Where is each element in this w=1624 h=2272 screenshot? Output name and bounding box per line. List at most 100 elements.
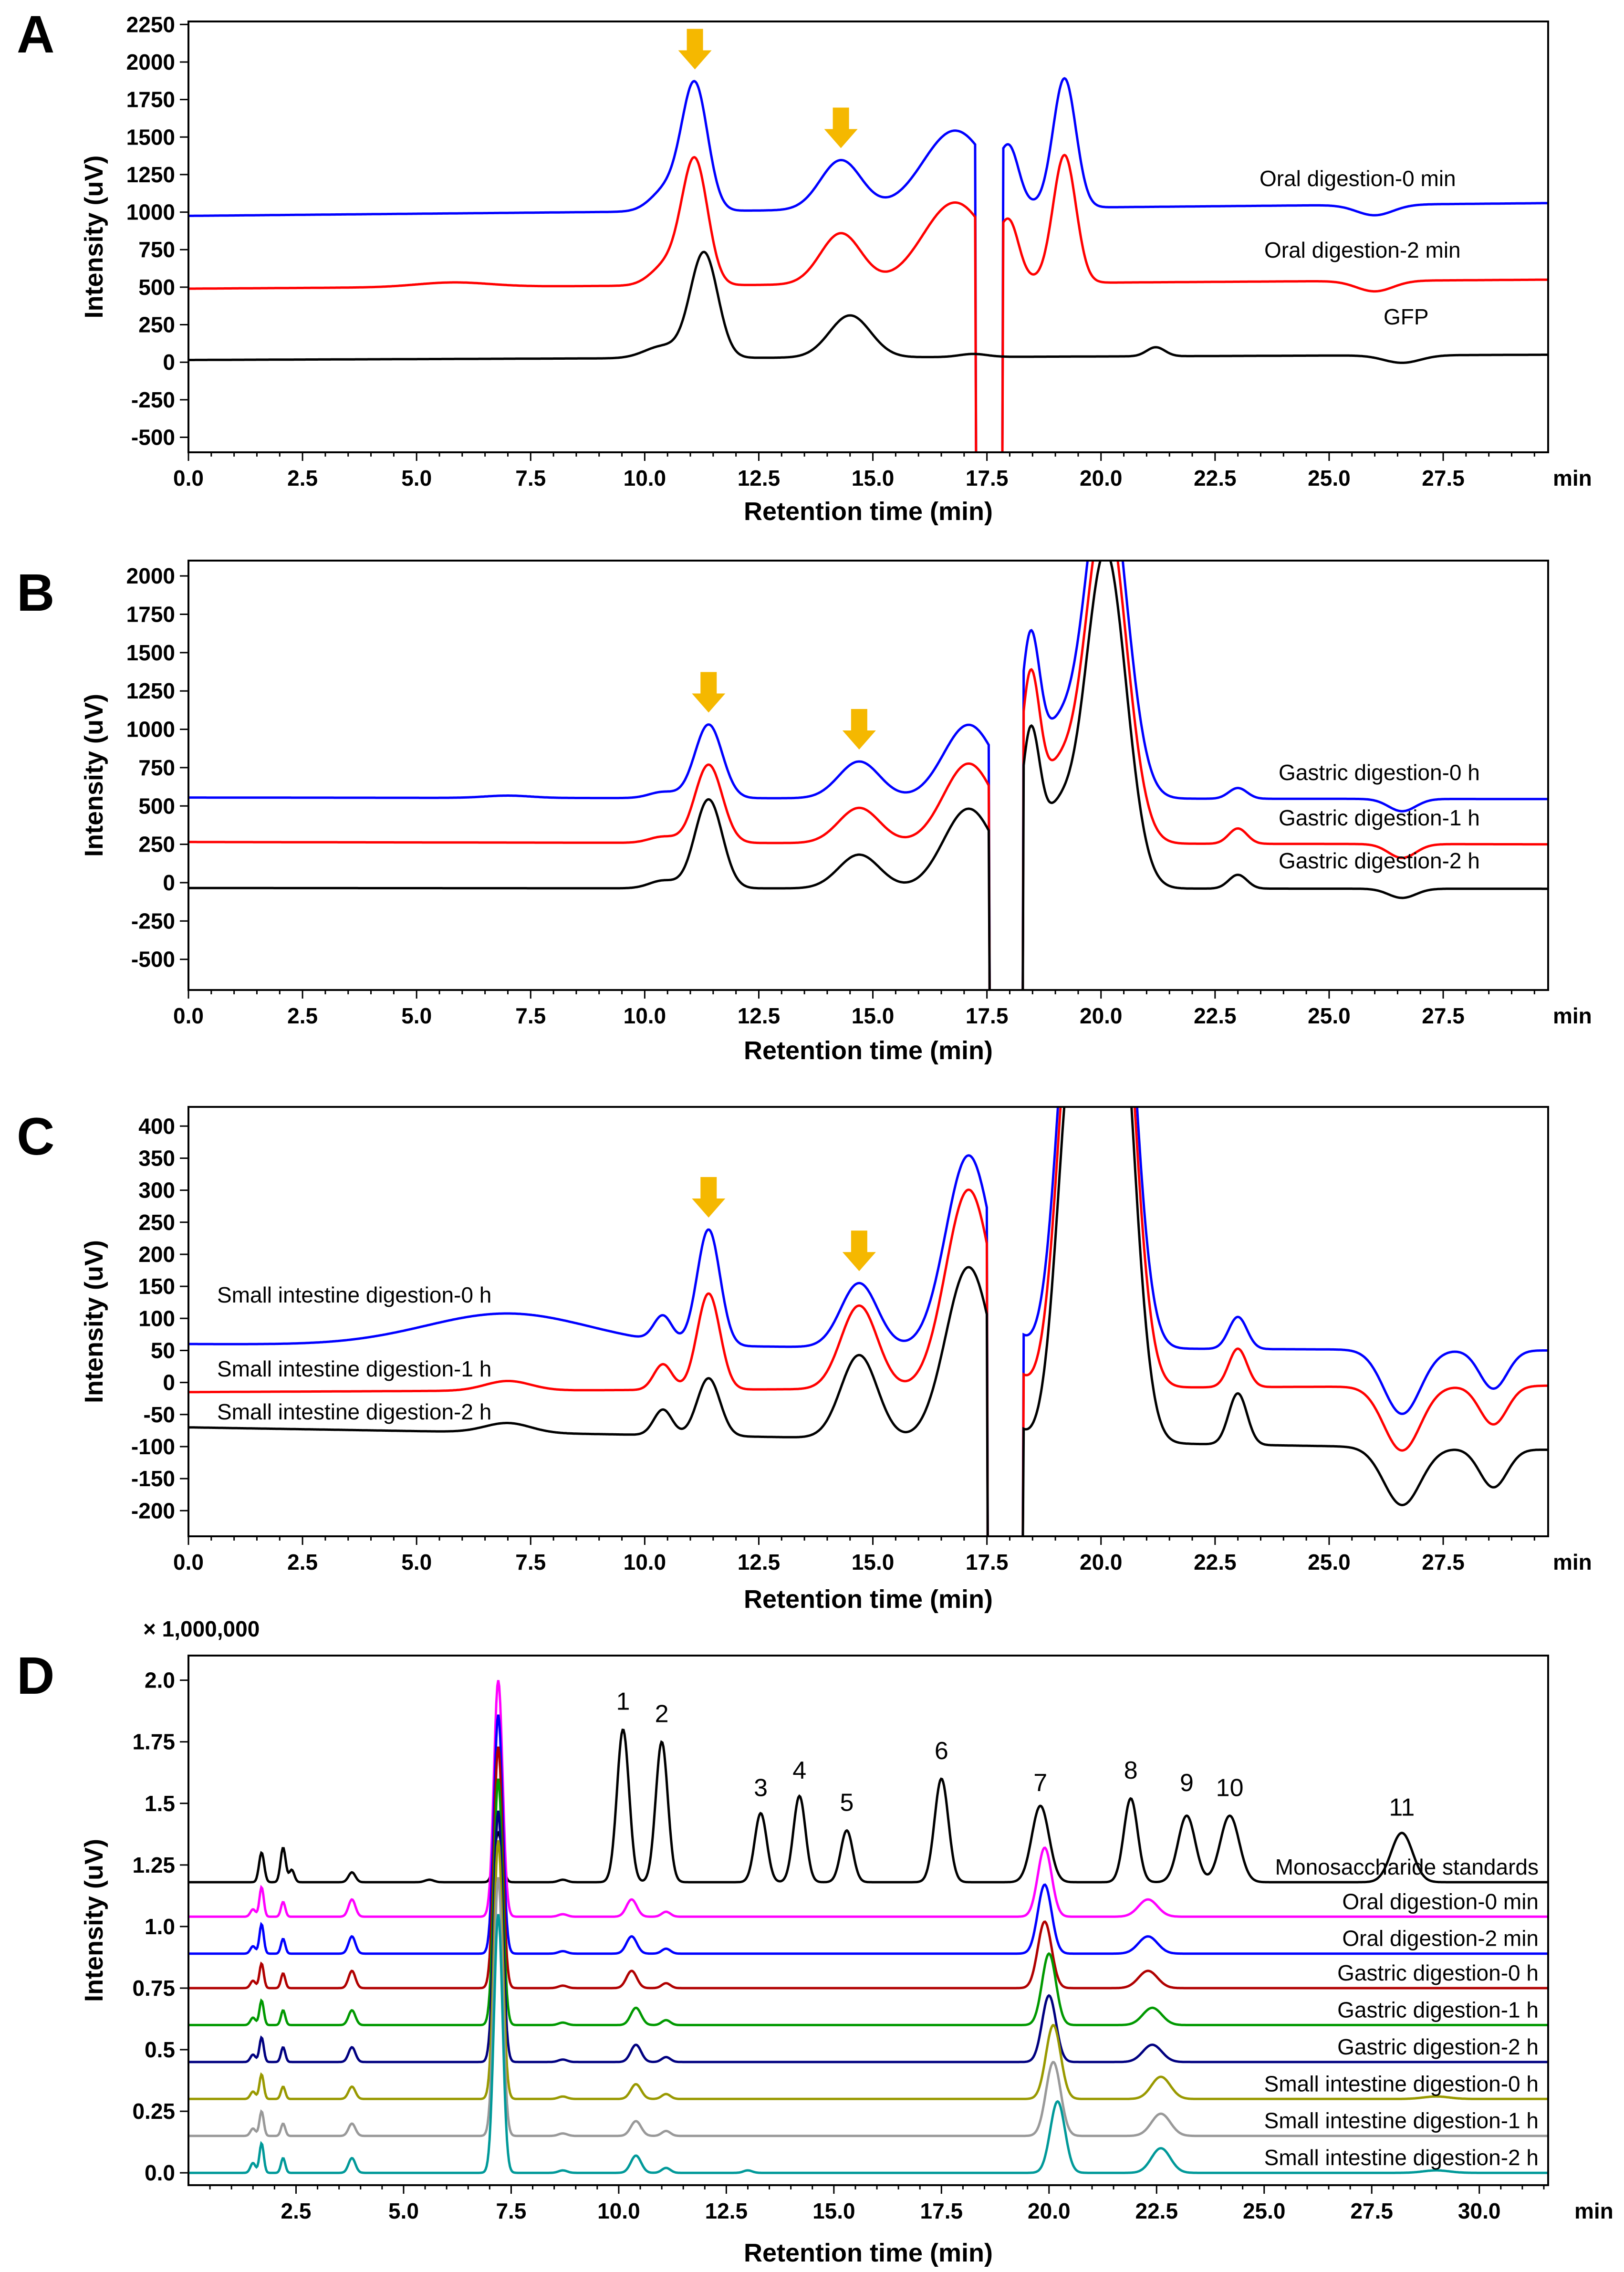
y-tick-label: 1250 bbox=[126, 678, 175, 703]
x-tick-label: 15.0 bbox=[852, 1003, 895, 1028]
x-tick-label: 20.0 bbox=[1028, 2199, 1071, 2223]
plot-frame bbox=[187, 560, 1549, 991]
peak-arrow-icon bbox=[678, 29, 712, 70]
y-tick-label: 500 bbox=[138, 793, 175, 818]
series-label: Small intestine digestion-2 h bbox=[217, 1399, 491, 1424]
x-tick-label: 22.5 bbox=[1194, 1003, 1237, 1028]
y-tick-label: 1500 bbox=[126, 640, 175, 665]
series-label: GFP bbox=[1384, 304, 1429, 329]
y-tick-label: 2.0 bbox=[145, 1668, 175, 1693]
x-axis-title: Retention time (min) bbox=[744, 1585, 993, 1614]
series-label: Gastric digestion-0 h bbox=[1279, 760, 1480, 785]
x-tick-label: 7.5 bbox=[515, 1550, 546, 1574]
panel-a: 0.0 2.5 5.0 7.5 10.0 12.5 15.0 17.5 20.0 22.5 25.0… bbox=[17, 5, 1592, 526]
series-label: Gastric digestion-1 h bbox=[1279, 805, 1480, 830]
peak-arrow-icon bbox=[692, 672, 726, 713]
y-tick-label: -500 bbox=[131, 947, 175, 972]
x-tick-label: 22.5 bbox=[1135, 2199, 1178, 2223]
series-line-gastric-digestion-2-h bbox=[188, 561, 1548, 990]
series-line-small-intestine-digestion-0-h bbox=[188, 1107, 1548, 1536]
series-label: Oral digestion-0 min bbox=[1342, 1889, 1539, 1914]
x-tick-label: 20.0 bbox=[1080, 466, 1123, 490]
panel-c: 0.0 2.5 5.0 7.5 10.0 12.5 15.0 17.5 20.0 22.5 25.0… bbox=[17, 1106, 1592, 1614]
y-tick-label: 1000 bbox=[126, 200, 175, 225]
y-tick-label: 1.25 bbox=[132, 1853, 175, 1877]
peak-arrow-icon bbox=[842, 1230, 876, 1271]
y-tick-label: 500 bbox=[138, 275, 175, 300]
x-tick-label: 15.0 bbox=[852, 466, 895, 490]
y-tick-label: -200 bbox=[131, 1498, 175, 1523]
series-line-gastric-digestion-0-h bbox=[188, 1746, 1548, 1990]
series-line-small-intestine-digestion-1-h bbox=[188, 1107, 1548, 1536]
peak-arrow-icon bbox=[842, 709, 876, 750]
y-tick-label: 1750 bbox=[126, 87, 175, 112]
y-tick-label: -50 bbox=[144, 1402, 175, 1427]
y-tick-label: 2250 bbox=[126, 12, 175, 37]
y-tick-label: 1000 bbox=[126, 717, 175, 742]
y-tick-label: 0.25 bbox=[132, 2099, 175, 2124]
y-axis-title: Intensity (uV) bbox=[80, 155, 108, 318]
y-tick-label: 1.5 bbox=[145, 1791, 175, 1816]
panel-letter: C bbox=[17, 1107, 54, 1166]
series-line-gastric-digestion-2-h bbox=[188, 1810, 1548, 2064]
y-tick-label: 2000 bbox=[126, 563, 175, 588]
y-tick-label: 0 bbox=[163, 870, 175, 895]
series-line-small-intestine-digestion-2-h bbox=[188, 1914, 1548, 2174]
x-unit-label: min bbox=[1574, 2199, 1614, 2223]
x-tick-label: 5.0 bbox=[401, 466, 432, 490]
y-tick-label: 0 bbox=[163, 1370, 175, 1395]
series-label: Gastric digestion-2 h bbox=[1337, 2034, 1539, 2059]
series-line-small-intestine-digestion-0-h bbox=[188, 1840, 1548, 2100]
x-tick-label: 12.5 bbox=[738, 1550, 781, 1574]
y-tick-label: 200 bbox=[138, 1242, 175, 1267]
x-tick-label: 5.0 bbox=[401, 1003, 432, 1028]
x-tick-label: 7.5 bbox=[515, 466, 546, 490]
x-tick-label: 17.5 bbox=[920, 2199, 963, 2223]
peak-arrow-icon bbox=[692, 1177, 726, 1218]
peak-number-label: 3 bbox=[754, 1774, 768, 1802]
y-tick-label: 300 bbox=[138, 1178, 175, 1203]
y-tick-label: 100 bbox=[138, 1306, 175, 1331]
y-tick-label: 750 bbox=[138, 237, 175, 262]
x-tick-label: 25.0 bbox=[1243, 2199, 1286, 2223]
x-tick-label: 2.5 bbox=[287, 1550, 318, 1574]
series-line-gastric-digestion-1-h bbox=[188, 1778, 1548, 2026]
x-tick-label: 27.5 bbox=[1422, 1550, 1465, 1574]
x-unit-label: min bbox=[1553, 1550, 1592, 1574]
x-tick-label: 20.0 bbox=[1080, 1550, 1123, 1574]
peak-number-label: 7 bbox=[1033, 1769, 1047, 1797]
series-label: Small intestine digestion-0 h bbox=[1264, 2071, 1539, 2096]
x-tick-label: 20.0 bbox=[1080, 1003, 1123, 1028]
x-tick-label: 0.0 bbox=[173, 1003, 204, 1028]
y-tick-label: 2000 bbox=[126, 50, 175, 74]
x-tick-label: 27.5 bbox=[1422, 1003, 1465, 1028]
y-tick-label: 0.0 bbox=[145, 2160, 175, 2185]
x-tick-label: 25.0 bbox=[1308, 1003, 1351, 1028]
panel-b: 0.0 2.5 5.0 7.5 10.0 12.5 15.0 17.5 20.0 22.5 25.0… bbox=[17, 560, 1592, 1065]
x-tick-label: 22.5 bbox=[1194, 466, 1237, 490]
x-tick-label: 5.0 bbox=[401, 1550, 432, 1574]
x-tick-label: 12.5 bbox=[738, 1003, 781, 1028]
y-tick-label: 1.75 bbox=[132, 1730, 175, 1754]
x-axis-title: Retention time (min) bbox=[744, 497, 993, 526]
x-tick-label: 2.5 bbox=[287, 466, 318, 490]
y-tick-label: 350 bbox=[138, 1146, 175, 1170]
x-tick-label: 10.0 bbox=[624, 1550, 666, 1574]
panel-letter: D bbox=[17, 1647, 54, 1705]
y-tick-label: 1750 bbox=[126, 602, 175, 627]
panel-letter: B bbox=[17, 563, 54, 622]
x-tick-label: 22.5 bbox=[1194, 1550, 1237, 1574]
y-tick-label: 0.75 bbox=[132, 1976, 175, 2001]
series-label: Small intestine digestion-2 h bbox=[1264, 2145, 1539, 2170]
peak-number-label: 6 bbox=[935, 1737, 948, 1765]
series-label: Small intestine digestion-1 h bbox=[217, 1356, 491, 1381]
x-tick-label: 27.5 bbox=[1422, 466, 1465, 490]
x-tick-label: 10.0 bbox=[624, 466, 666, 490]
peak-number-label: 2 bbox=[655, 1700, 669, 1728]
y-axis-title: Intensity (uV) bbox=[80, 694, 108, 857]
x-axis-title: Retention time (min) bbox=[744, 1036, 993, 1065]
series-line-small-intestine-digestion-2-h bbox=[188, 1107, 1548, 1536]
y-tick-label: 250 bbox=[138, 832, 175, 857]
series-label: Oral digestion-2 min bbox=[1342, 1926, 1539, 1951]
